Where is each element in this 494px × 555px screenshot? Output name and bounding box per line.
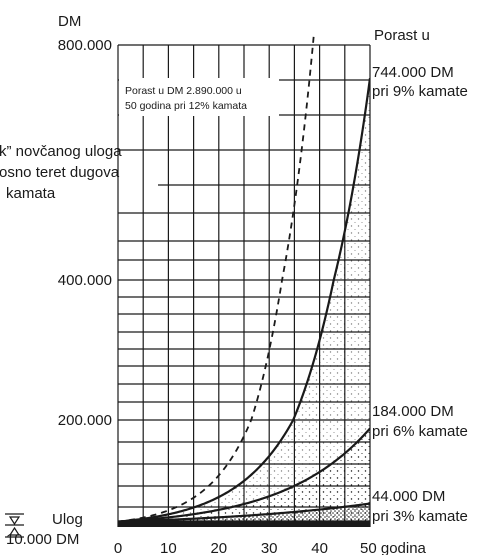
- ulog-label: Ulog: [52, 511, 83, 528]
- x-tick-labels: 0 10 20 30 40: [114, 540, 328, 555]
- principal-band: [118, 521, 370, 527]
- x-axis-unit: 50 godina: [360, 540, 427, 555]
- x-tick-label-2: 20: [210, 540, 227, 555]
- y-tick-labels: 200.000 400.000 800.000: [58, 37, 112, 429]
- series-line-3-percent: [118, 502, 370, 523]
- annotation-3-value: 44.000 DM: [372, 488, 445, 505]
- area-under-9-percent: [118, 78, 370, 528]
- annotation-6-value: 184.000 DM: [372, 403, 454, 420]
- annotation-box-line1: Porast u DM 2.890.000 u: [125, 85, 242, 97]
- annotation-box: [119, 78, 279, 116]
- y-tick-label-0: 200.000: [58, 412, 112, 429]
- x-tick-label-0: 0: [114, 540, 122, 555]
- y-axis-unit: DM: [58, 13, 81, 30]
- y-tick-label-2: 800.000: [58, 37, 112, 54]
- area-under-6-percent: [118, 428, 370, 527]
- x-tick-label-4: 40: [311, 540, 328, 555]
- annotation-3-label: pri 3% kamate: [372, 508, 468, 525]
- ulog-marker: [5, 513, 24, 538]
- annotation-left-line2: osno teret dugova: [0, 164, 120, 181]
- series-line-6-percent: [118, 427, 370, 523]
- x-tick-label-1: 10: [160, 540, 177, 555]
- annotation-top-right: Porast u: [374, 27, 430, 44]
- annotation-9-value: 744.000 DM: [372, 64, 454, 81]
- annotation-9-label: pri 9% kamate: [372, 83, 468, 100]
- chart-curves: [118, 34, 370, 523]
- series-line-9-percent: [118, 78, 370, 523]
- annotation-6-label: pri 6% kamate: [372, 423, 468, 440]
- ulog-value: 10.000 DM: [6, 531, 79, 548]
- annotation-left-line1: k” novčanog uloga: [0, 143, 122, 160]
- x-tick-label-3: 30: [261, 540, 278, 555]
- y-tick-label-1: 400.000: [58, 272, 112, 289]
- annotation-box-line2: 50 godina pri 12% kamata: [125, 100, 247, 112]
- annotation-left-line3: kamata: [6, 185, 56, 202]
